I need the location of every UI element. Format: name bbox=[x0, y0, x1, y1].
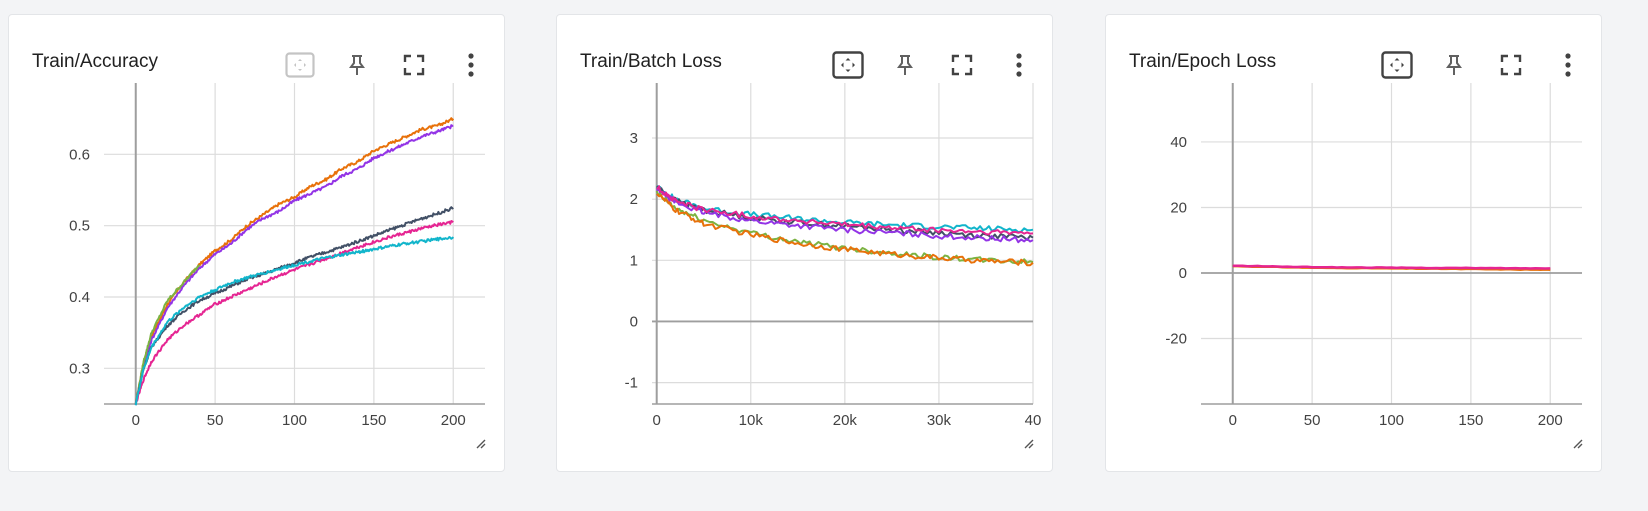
y-tick-label: 2 bbox=[630, 191, 638, 208]
fit-domain-icon bbox=[285, 52, 315, 78]
fullscreen-icon bbox=[951, 54, 973, 76]
resize-handle-icon[interactable] bbox=[1571, 437, 1583, 449]
y-tick-label: 0.5 bbox=[69, 218, 90, 235]
series-line bbox=[134, 124, 454, 406]
y-tick-label: 0 bbox=[1179, 265, 1187, 282]
x-tick-label: 0 bbox=[653, 412, 661, 429]
more-options-button[interactable] bbox=[1551, 48, 1585, 82]
chart-plot-batch-loss[interactable]: 0 10k 20k 30k 40 -1 0 1 2 3 bbox=[557, 15, 1054, 473]
x-tick-label: 150 bbox=[361, 412, 386, 429]
chart-card-train-accuracy: Train/Accuracy 0 50 100 150 200 0.3 0.4 0.5 0.6 bbox=[8, 14, 505, 472]
chart-plot-epoch-loss[interactable]: 0 50 100 150 200 -20 0 20 40 bbox=[1106, 15, 1603, 473]
chart-card-train-epoch-loss: Train/Epoch Loss 0 50 100 150 200 -20 0 20 40 bbox=[1105, 14, 1602, 472]
pin-icon bbox=[349, 55, 365, 75]
y-tick-label: 0.6 bbox=[69, 146, 90, 163]
y-tick-label: -20 bbox=[1165, 330, 1187, 347]
fullscreen-icon bbox=[403, 54, 425, 76]
fit-domain-button[interactable] bbox=[1380, 48, 1414, 82]
series-line bbox=[134, 264, 201, 405]
chart-title: Train/Batch Loss bbox=[580, 51, 722, 72]
x-tick-label: 40 bbox=[1025, 412, 1042, 429]
x-tick-label: 10k bbox=[739, 412, 764, 429]
chart-card-train-batch-loss: Train/Batch Loss 0 10k 20k 30k 40 -1 0 1 2 3 bbox=[556, 14, 1053, 472]
y-tick-label: 0.4 bbox=[69, 289, 90, 306]
x-tick-label: 0 bbox=[1229, 412, 1237, 429]
more-vert-icon bbox=[1565, 53, 1571, 77]
series-line bbox=[655, 190, 1034, 265]
chart-title: Train/Accuracy bbox=[32, 51, 158, 72]
x-tick-label: 200 bbox=[1538, 412, 1563, 429]
x-tick-label: 200 bbox=[441, 412, 466, 429]
y-tick-label: 3 bbox=[630, 130, 638, 147]
y-tick-label: 1 bbox=[630, 252, 638, 269]
fullscreen-button[interactable] bbox=[1494, 48, 1528, 82]
pin-icon bbox=[897, 55, 913, 75]
y-tick-label: 0 bbox=[630, 313, 638, 330]
more-vert-icon bbox=[468, 53, 474, 77]
more-options-button[interactable] bbox=[1002, 48, 1036, 82]
x-tick-label: 50 bbox=[207, 412, 224, 429]
pin-button[interactable] bbox=[1437, 48, 1471, 82]
series-line bbox=[134, 220, 454, 404]
fit-domain-icon bbox=[832, 51, 864, 79]
more-options-button[interactable] bbox=[454, 48, 488, 82]
fit-domain-icon bbox=[1381, 51, 1413, 79]
series-line bbox=[1232, 264, 1551, 270]
y-tick-label: 0.3 bbox=[69, 360, 90, 377]
y-tick-label: 40 bbox=[1170, 134, 1187, 151]
x-tick-label: 20k bbox=[833, 412, 858, 429]
x-tick-label: 0 bbox=[132, 412, 140, 429]
series-line bbox=[656, 188, 1034, 244]
y-tick-label: -1 bbox=[625, 375, 638, 392]
pin-icon bbox=[1446, 55, 1462, 75]
resize-handle-icon[interactable] bbox=[1022, 437, 1034, 449]
x-tick-label: 100 bbox=[1379, 412, 1404, 429]
y-tick-label: 20 bbox=[1170, 199, 1187, 216]
chart-title: Train/Epoch Loss bbox=[1129, 51, 1277, 72]
fullscreen-icon bbox=[1500, 54, 1522, 76]
x-tick-label: 150 bbox=[1458, 412, 1483, 429]
fit-domain-button[interactable] bbox=[831, 48, 865, 82]
series-line bbox=[134, 236, 455, 406]
pin-button[interactable] bbox=[340, 48, 374, 82]
series-line bbox=[656, 185, 1034, 236]
x-tick-label: 100 bbox=[282, 412, 307, 429]
fit-domain-button[interactable] bbox=[283, 48, 317, 82]
fullscreen-button[interactable] bbox=[397, 48, 431, 82]
series-line bbox=[656, 193, 1034, 267]
x-tick-label: 50 bbox=[1304, 412, 1321, 429]
more-vert-icon bbox=[1016, 53, 1022, 77]
pin-button[interactable] bbox=[888, 48, 922, 82]
fullscreen-button[interactable] bbox=[945, 48, 979, 82]
resize-handle-icon[interactable] bbox=[474, 437, 486, 449]
chart-plot-accuracy[interactable]: 0 50 100 150 200 0.3 0.4 0.5 0.6 bbox=[9, 15, 506, 473]
x-tick-label: 30k bbox=[927, 412, 952, 429]
